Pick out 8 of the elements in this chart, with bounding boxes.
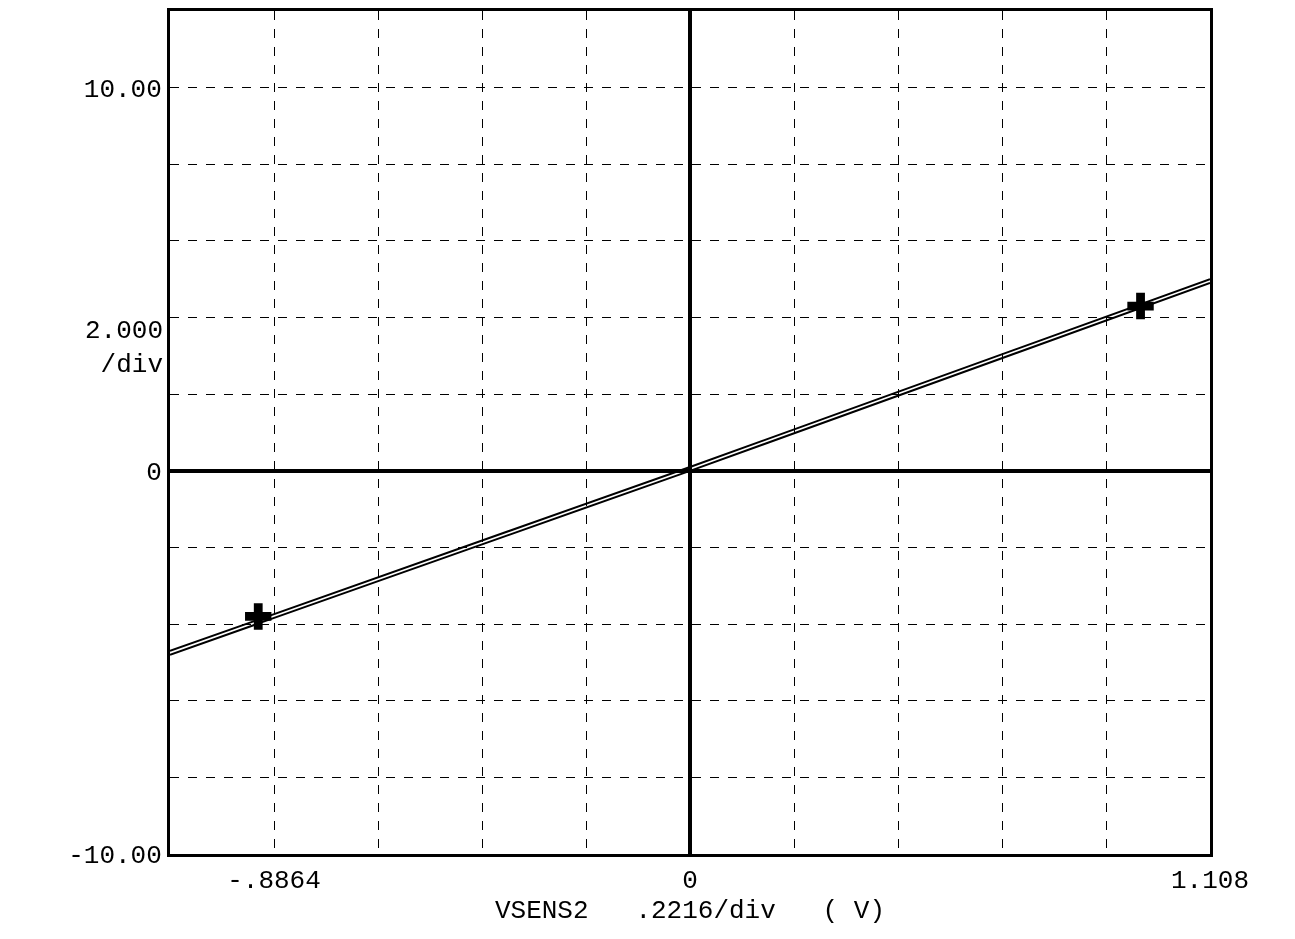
x-axis-title: VSENS2 .2216/div ( V) — [494, 896, 886, 927]
x-tick-label: 0 — [682, 866, 698, 897]
y-tick-label: 0 — [146, 457, 162, 488]
y-tick-label: 10.00 — [83, 74, 162, 105]
x-tick-label: -.8864 — [227, 866, 321, 897]
y-axis-title: 2.000 /div — [85, 316, 164, 380]
y-tick-label: -10.00 — [68, 841, 162, 872]
x-tick-label: 1.108 — [1170, 866, 1250, 897]
